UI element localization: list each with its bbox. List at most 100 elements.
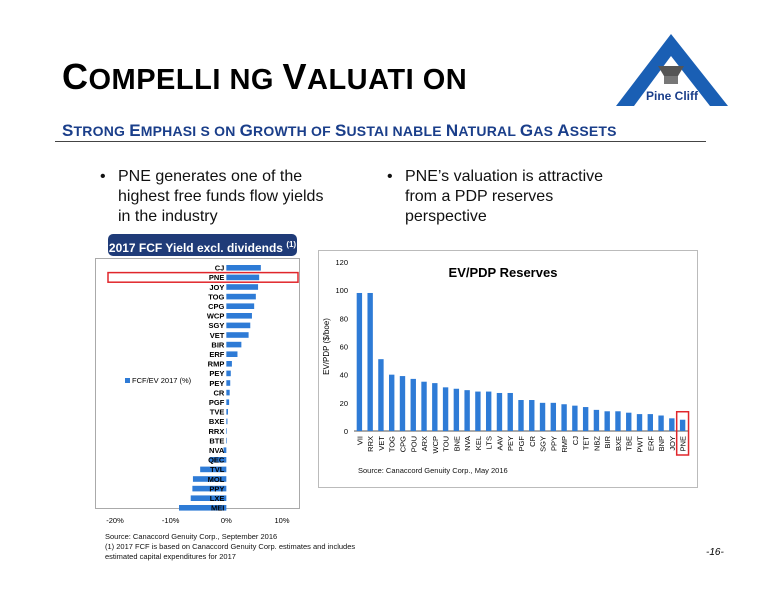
category-label: PGF xyxy=(209,398,225,407)
bar xyxy=(496,392,503,431)
category-label: ARX xyxy=(420,436,429,451)
bar xyxy=(679,419,686,431)
category-label: PPY xyxy=(209,484,224,493)
category-label: QEC xyxy=(208,456,225,465)
category-label: WCP xyxy=(431,436,440,454)
y-tick-label: 120 xyxy=(335,258,348,267)
bar xyxy=(432,383,438,431)
category-label: PEY xyxy=(506,436,515,451)
bar xyxy=(647,414,653,431)
bar xyxy=(658,415,664,431)
category-label: TVE xyxy=(210,408,225,417)
bar xyxy=(192,476,227,482)
x-tick-label: 10% xyxy=(274,516,289,525)
bar xyxy=(507,392,513,431)
bar xyxy=(226,380,231,386)
fcf-yield-chart: CJPNEJOYTOGCPGWCPSGYVETBIRERFRMPPEYPEYCR… xyxy=(95,258,300,525)
bullet-right-line: from a PDP reserves xyxy=(405,188,554,205)
bar xyxy=(593,409,600,431)
bar xyxy=(604,411,610,431)
pine-cliff-logo: Pine Cliff xyxy=(616,34,728,106)
bar xyxy=(226,293,256,300)
category-label: PPY xyxy=(549,436,558,451)
bar xyxy=(518,400,524,431)
fcf-yield-label-box: 2017 FCF Yield excl. dividends (1) xyxy=(108,234,297,256)
category-label: BNE xyxy=(452,436,461,451)
category-label: JOY xyxy=(209,283,224,292)
plot-frame xyxy=(95,258,300,509)
bar xyxy=(582,407,589,431)
bar xyxy=(550,402,557,431)
bar xyxy=(179,505,227,511)
legend-label: FCF/EV 2017 (%) xyxy=(132,376,192,385)
category-label: PNE xyxy=(209,273,224,282)
x-tick-label: -10% xyxy=(162,516,180,525)
category-label: BNP xyxy=(657,436,666,451)
bullet-left: • PNE generates one of the highest free … xyxy=(100,168,324,225)
x-tick-label: -20% xyxy=(106,516,124,525)
category-label: ERF xyxy=(646,436,655,451)
category-label: NVA xyxy=(463,436,472,451)
bar xyxy=(192,485,227,492)
category-label: RMP xyxy=(560,436,569,453)
bar xyxy=(572,405,578,431)
bar xyxy=(226,389,230,396)
category-label: BTE xyxy=(209,436,224,445)
category-label: CR xyxy=(528,435,537,446)
category-label: PGF xyxy=(517,436,526,452)
category-label: TOU xyxy=(442,436,451,452)
bar xyxy=(226,322,251,329)
bar xyxy=(226,341,242,348)
bar xyxy=(529,400,535,431)
bar xyxy=(539,402,546,431)
bar xyxy=(223,447,227,453)
category-label: SGY xyxy=(208,321,224,330)
title-rule xyxy=(55,141,706,142)
bar xyxy=(475,391,481,431)
category-label: LTS xyxy=(485,436,494,449)
category-label: BXE xyxy=(614,436,623,451)
category-label: CPG xyxy=(208,302,224,311)
category-label: CR xyxy=(213,388,224,397)
bar xyxy=(226,409,229,415)
category-label: TOG xyxy=(208,292,224,301)
y-tick-label: 60 xyxy=(340,343,348,352)
bar xyxy=(636,414,643,431)
category-label: VII xyxy=(355,436,364,445)
category-label: VET xyxy=(210,331,225,340)
bar xyxy=(410,378,416,431)
page-number: -16- xyxy=(706,547,724,558)
category-label: MOL xyxy=(208,475,225,484)
source-note-left: Source: Canaccord Genuity Corp., Septemb… xyxy=(105,532,356,561)
category-label: TET xyxy=(582,436,591,451)
category-label: PEY xyxy=(209,369,224,378)
bar xyxy=(442,387,449,431)
bullet-left-line: PNE generates one of the xyxy=(118,168,303,185)
highlight-box xyxy=(675,410,690,456)
bar xyxy=(209,457,227,463)
category-label: ERF xyxy=(209,350,224,359)
bar xyxy=(367,292,373,431)
bar xyxy=(453,388,460,431)
category-label: RMP xyxy=(208,360,225,369)
bar xyxy=(378,359,384,431)
y-tick-label: 0 xyxy=(344,427,348,436)
category-label: CJ xyxy=(571,436,580,445)
bullet-left-line: highest free funds flow yields xyxy=(118,188,324,205)
category-label: CPG xyxy=(398,436,407,452)
bar xyxy=(399,376,406,431)
bar xyxy=(626,412,632,431)
category-label: TVL xyxy=(210,465,225,474)
bar xyxy=(464,390,470,431)
category-label: MEI xyxy=(211,504,224,513)
category-label: VET xyxy=(377,436,386,451)
bar xyxy=(226,313,252,319)
category-label: KEL xyxy=(474,436,483,450)
bar xyxy=(226,274,260,281)
category-label: CJ xyxy=(215,264,225,273)
bar xyxy=(226,332,249,338)
category-label: BIR xyxy=(603,435,612,448)
bullet-right-line: PNE’s valuation is attractive xyxy=(405,168,604,185)
y-tick-label: 100 xyxy=(335,286,348,295)
bar xyxy=(356,292,363,431)
